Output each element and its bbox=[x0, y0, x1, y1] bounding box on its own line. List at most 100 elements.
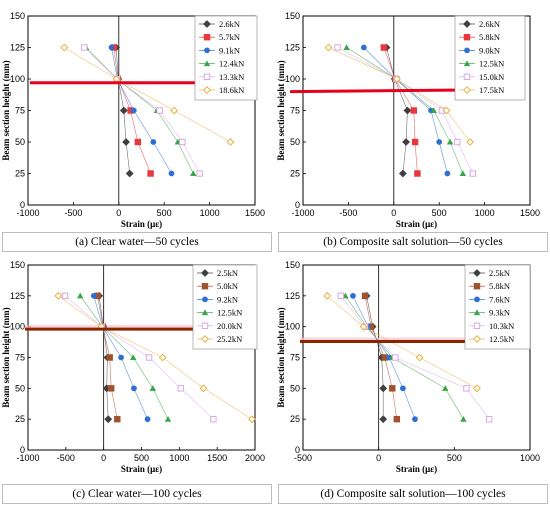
data-point bbox=[199, 384, 208, 393]
legend-label: 5.0kN bbox=[217, 281, 238, 291]
legend-marker bbox=[463, 86, 471, 94]
legend-label: 9.0kN bbox=[479, 45, 500, 55]
data-point bbox=[485, 415, 493, 423]
y-tick-label: 125 bbox=[10, 43, 25, 53]
data-point bbox=[150, 139, 157, 145]
x-tick-label: 500 bbox=[157, 208, 172, 218]
data-point bbox=[412, 416, 418, 423]
data-point bbox=[131, 385, 137, 392]
data-point bbox=[389, 385, 396, 392]
caption-a: (a) Clear water—50 cycles bbox=[2, 232, 272, 252]
y-tick-label: 50 bbox=[15, 137, 25, 147]
legend-label: 18.6kN bbox=[219, 85, 244, 95]
y-tick-label: 0 bbox=[295, 200, 300, 210]
x-tick-label: 1000 bbox=[169, 453, 189, 463]
x-tick-label: -500 bbox=[339, 208, 357, 218]
x-tick-label: -1000 bbox=[16, 208, 39, 218]
y-tick-label: 75 bbox=[15, 353, 25, 363]
y-axis-label: Beam section height (mm) bbox=[276, 60, 286, 160]
series bbox=[360, 44, 451, 177]
y-tick-label: 25 bbox=[290, 169, 300, 179]
legend-marker bbox=[463, 20, 471, 28]
legend-label: 7.6kN bbox=[489, 294, 510, 304]
legend-marker bbox=[473, 309, 481, 316]
x-tick-label: -500 bbox=[64, 208, 82, 218]
legend-label: 2.6kN bbox=[479, 19, 500, 29]
legend-label: 17.5kN bbox=[479, 85, 504, 95]
data-point bbox=[360, 44, 367, 51]
x-tick-label: -500 bbox=[294, 453, 312, 463]
data-point bbox=[323, 291, 332, 300]
legend-marker bbox=[463, 33, 471, 41]
legend-marker bbox=[203, 86, 211, 94]
data-point bbox=[60, 43, 69, 52]
legend-marker bbox=[464, 47, 470, 54]
series-line bbox=[79, 295, 169, 420]
x-tick-label: 500 bbox=[432, 208, 447, 218]
data-point bbox=[459, 170, 467, 177]
data-point bbox=[196, 170, 203, 177]
y-tick-label: 75 bbox=[15, 106, 25, 116]
y-tick-label: 100 bbox=[285, 322, 300, 332]
legend-label: 9.2kN bbox=[217, 294, 238, 304]
series bbox=[82, 44, 197, 177]
data-point bbox=[90, 292, 97, 299]
x-axis-label: Strain (με) bbox=[396, 464, 437, 474]
series bbox=[60, 43, 235, 146]
data-point bbox=[324, 43, 333, 52]
legend-marker bbox=[201, 335, 209, 343]
data-point bbox=[125, 169, 134, 178]
data-point bbox=[444, 170, 451, 177]
data-point bbox=[122, 138, 130, 146]
x-tick-label: 1000 bbox=[200, 208, 220, 218]
legend-box bbox=[192, 264, 258, 350]
y-tick-label: 0 bbox=[20, 200, 25, 210]
x-tick-label: -500 bbox=[57, 453, 75, 463]
data-point bbox=[392, 354, 399, 361]
legend-marker bbox=[201, 269, 209, 277]
y-tick-label: 150 bbox=[10, 11, 25, 21]
data-point bbox=[179, 138, 186, 146]
x-tick-label: 1000 bbox=[475, 208, 495, 218]
legend-label: 12.5kN bbox=[217, 308, 242, 318]
data-point bbox=[393, 415, 401, 423]
chart-b: -1000 -500 0 500 1000 1500 0 25 50 75 100 125 150 Str… bbox=[276, 11, 540, 229]
y-tick-label: 150 bbox=[285, 260, 300, 270]
legend-box bbox=[464, 264, 531, 350]
data-point bbox=[149, 385, 157, 391]
legend-label: 12.5kN bbox=[489, 334, 514, 344]
x-axis-label: Strain (με) bbox=[396, 219, 437, 229]
y-tick-label: 25 bbox=[15, 169, 25, 179]
legend-label: 5.7kN bbox=[219, 32, 240, 42]
y-axis-label: Beam section height (mm) bbox=[1, 307, 11, 407]
data-point bbox=[463, 385, 470, 392]
data-point bbox=[134, 138, 142, 146]
data-point bbox=[403, 106, 412, 115]
legend-marker bbox=[463, 73, 471, 81]
legend-label: 5.8kN bbox=[489, 281, 510, 291]
legend-label: 13.3kN bbox=[219, 72, 244, 82]
legend-label: 5.8kN bbox=[479, 32, 500, 42]
legend: 2.6kN 5.7kN 9.1kN 12.4kN 13.3kN 18.6kN bbox=[194, 15, 258, 101]
y-tick-label: 100 bbox=[10, 322, 25, 332]
y-tick-label: 50 bbox=[290, 137, 300, 147]
series bbox=[90, 292, 151, 423]
y-tick-label: 0 bbox=[295, 445, 300, 455]
legend-label: 9.3kN bbox=[489, 308, 510, 318]
series-line bbox=[64, 47, 231, 143]
series bbox=[81, 44, 203, 177]
data-point bbox=[380, 44, 388, 51]
legend-marker bbox=[201, 322, 209, 330]
data-point bbox=[414, 170, 421, 177]
legend-marker bbox=[473, 269, 481, 277]
data-point bbox=[415, 353, 424, 362]
legend-marker bbox=[201, 282, 209, 290]
data-point bbox=[436, 139, 443, 145]
x-axis-label: Strain (με) bbox=[121, 464, 162, 474]
y-tick-label: 50 bbox=[15, 383, 25, 393]
x-tick-label: -1000 bbox=[16, 453, 39, 463]
data-point bbox=[350, 292, 356, 299]
x-tick-label: -1000 bbox=[291, 208, 314, 218]
